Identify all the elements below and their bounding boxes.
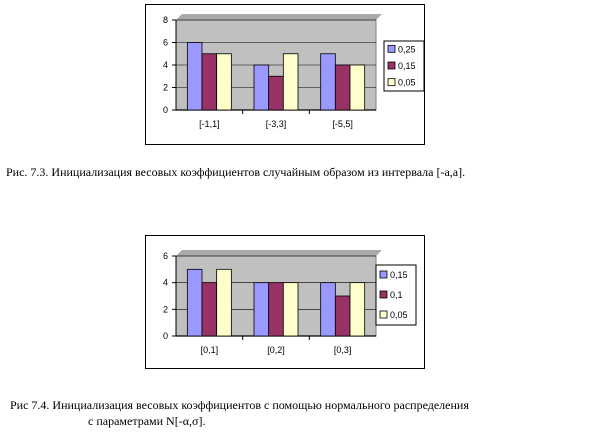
chart-2-y-tick-label: 0 [163,331,168,341]
chart-2-bar-1-3 [320,282,336,337]
chart-2-bar-3-2 [282,282,299,337]
chart-2-svg: 0 2 4 6 [0,1] [0,2] [0,3] 0,15 0,1 0,05 [163,250,417,355]
chart-1-legend-label: 0,05 [398,78,416,88]
chart-1-bar-2-3 [334,64,351,111]
chart-1: 0 2 4 6 8 [-1,1] [-3,3] [-5,5] 0,25 0,15 0,05 [145,4,425,145]
chart-2-bar-3-3 [349,282,366,337]
chart-1-bar-3-1 [216,53,232,111]
chart-1-legend-swatch [387,44,396,53]
chart-1-y-tick-label: 2 [163,83,168,93]
figure-7-4-caption-line-2: с параметрами N[-α,σ]. [88,414,206,428]
chart-2-bar-2-3 [334,295,351,337]
chart-2-bar-2-1 [201,282,218,337]
chart-1-legend-label: 0,15 [398,61,416,71]
chart-1-category-label: [-5,5] [332,119,353,129]
chart-2-legend-label: 0,05 [390,310,408,320]
chart-2-legend-label: 0,15 [390,270,408,280]
chart-2-category-label: [0,1] [201,345,219,355]
chart-2-y-tick-label: 4 [163,278,168,288]
figure-7-3-caption: Рис. 7.3. Инициализация весовых коэффици… [6,165,466,179]
chart-2-bar-1-1 [186,268,203,337]
chart-1-bar-3-3 [349,64,366,111]
chart-2-legend-label: 0,1 [390,290,403,300]
chart-1-bar-3-2 [282,53,299,111]
chart-1-category-label: [-1,1] [199,119,220,129]
chart-2-category-label: [0,2] [267,345,285,355]
figure-7-4-caption-line-1: Рис 7.4. Инициализация весовых коэффицие… [10,398,469,412]
chart-1-bar-2-2 [268,75,284,111]
chart-1-legend-swatch [387,61,396,70]
chart-1-svg: 0 2 4 6 8 [-1,1] [-3,3] [-5,5] 0,25 0,15 0,05 [163,14,424,129]
chart-2-bar-3-1 [216,268,232,337]
chart-1-bar-1-1 [186,42,203,111]
chart-1-plot-top-face [176,14,382,20]
chart-2-plot-top-face [176,250,382,256]
chart-2-category-label: [0,3] [334,345,352,355]
chart-1-bar-1-3 [320,53,336,111]
chart-1-category-label: [-3,3] [266,119,287,129]
chart-1-legend-swatch [387,78,396,87]
chart-1-y-tick-label: 4 [163,60,168,70]
chart-1-y-tick-label: 6 [163,38,168,48]
chart-1-bar-1-2 [253,64,270,111]
chart-2-legend-swatch [379,310,388,319]
chart-2-legend-swatch [379,270,388,279]
chart-1-legend-label: 0,25 [398,44,416,54]
chart-2-y-tick-label: 2 [163,304,168,314]
chart-2-y-tick-label: 6 [163,251,168,261]
chart-2-bar-2-2 [268,282,284,337]
chart-1-bar-2-1 [201,53,218,111]
chart-1-y-tick-label: 8 [163,15,168,25]
chart-2-bar-1-2 [253,282,270,337]
chart-2-legend-swatch [379,290,388,299]
chart-1-y-tick-label: 0 [163,105,168,115]
chart-2: 0 2 4 6 [0,1] [0,2] [0,3] 0,15 0,1 0,05 [145,235,425,369]
